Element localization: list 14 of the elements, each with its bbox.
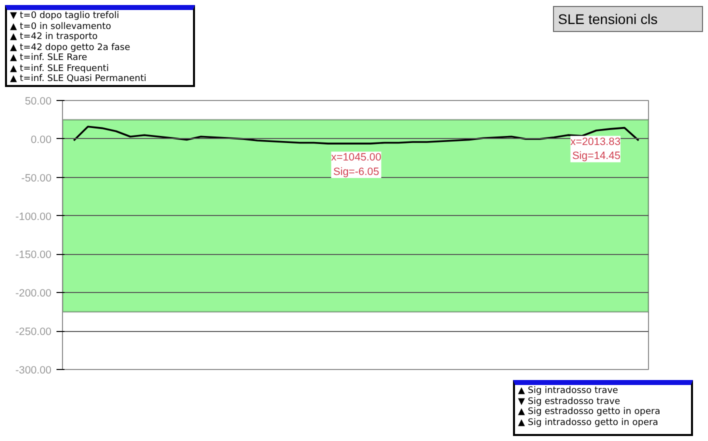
chart-title: SLE tensioni cls [558, 10, 658, 29]
y-tick-label: -150.00 [15, 249, 52, 262]
annotation: x=1045.00 Sig=-6.05 [331, 152, 382, 178]
y-tick-label: 50.00 [24, 96, 52, 108]
annotation: x=2013.83 Sig=14.45 [570, 136, 621, 162]
y-tick-label: -250.00 [15, 326, 52, 338]
y-tick-label: 0.00 [30, 134, 52, 146]
y-tick-label: -200.00 [15, 288, 52, 300]
text: ▲ Sig intradosso trave ▼ Sig estradosso trave ▲ Sig estradosso getto in opera ▲ Sig intradosso getto in opera [518, 386, 660, 428]
y-tick-label: -50.00 [21, 172, 52, 184]
line-series [72, 126, 640, 144]
y-tick-label: -300.00 [15, 364, 52, 376]
text: ▼ t=0 dopo taglio trefoli ▲ t=0 in sollevamento ▲ t=42 in trasporto ▲ t=42 dopo getto 2a fase ▲ t=inf. SLE Rare ▲ t=inf. SLE Frequenti ▲ t=inf. SLE Quasi Permanenti [10, 11, 146, 84]
y-tick-label: -100.00 [15, 210, 52, 223]
